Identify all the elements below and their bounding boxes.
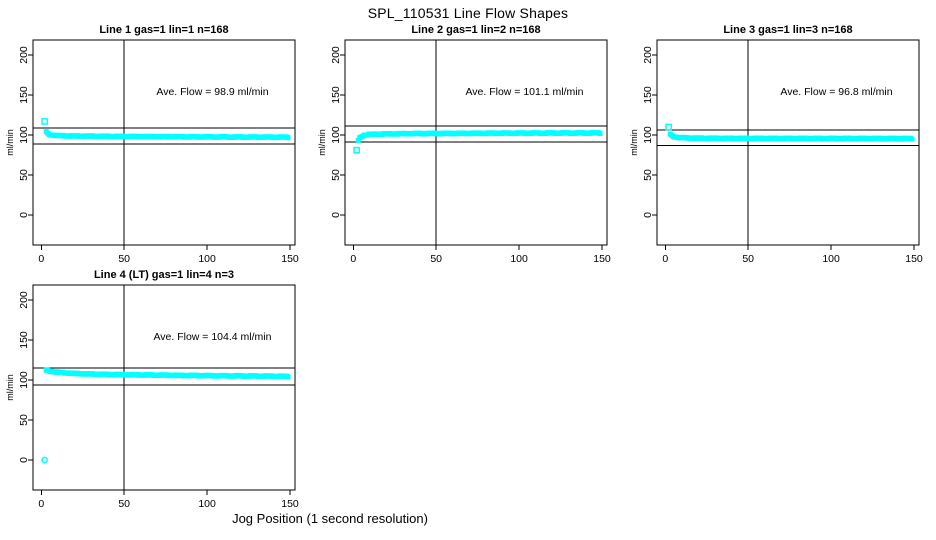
plot-box bbox=[656, 39, 920, 246]
y-tick-label: 50 bbox=[642, 169, 654, 181]
y-axis-label: ml/min bbox=[5, 129, 15, 156]
x-tick-label: 100 bbox=[198, 253, 216, 265]
outlier-marker bbox=[353, 146, 360, 154]
y-tick-label: 100 bbox=[642, 126, 654, 144]
x-tick-label: 150 bbox=[905, 253, 923, 265]
x-tick-label: 50 bbox=[118, 253, 130, 265]
outlier-marker bbox=[41, 456, 48, 464]
ave-flow-annotation: Ave. Flow = 104.4 ml/min bbox=[153, 331, 271, 343]
subplot-3: 0 50 100 150 0 50 100 150 200 ml/min Line 3 gas=1 … bbox=[629, 24, 923, 265]
flow-marker bbox=[909, 136, 915, 142]
x-tick-label: 100 bbox=[822, 253, 840, 265]
y-tick-label: 50 bbox=[330, 169, 342, 181]
subplot-1: 0 50 100 150 0 50 100 150 200 ml/min Line 1 gas=1 … bbox=[5, 24, 299, 265]
x-tick-label: 0 bbox=[350, 253, 356, 265]
figure-title: SPL_110531 Line Flow Shapes bbox=[367, 5, 569, 21]
subplot-title: Line 3 gas=1 lin=3 n=168 bbox=[723, 24, 852, 36]
x-tick-label: 50 bbox=[118, 498, 130, 510]
x-tick-label: 50 bbox=[430, 253, 442, 265]
x-tick-label: 150 bbox=[281, 253, 299, 265]
plot-box bbox=[32, 284, 296, 491]
ave-flow-annotation: Ave. Flow = 101.1 ml/min bbox=[465, 86, 583, 98]
y-tick-label: 50 bbox=[18, 169, 30, 181]
flow-marker bbox=[285, 135, 291, 141]
y-tick-label: 150 bbox=[18, 86, 30, 104]
y-tick-label: 0 bbox=[18, 212, 30, 218]
x-tick-label: 0 bbox=[38, 498, 44, 510]
outlier-marker bbox=[41, 118, 48, 125]
x-tick-label: 0 bbox=[38, 253, 44, 265]
ave-flow-annotation: Ave. Flow = 96.8 ml/min bbox=[780, 86, 892, 98]
x-tick-label: 150 bbox=[593, 253, 611, 265]
y-tick-label: 100 bbox=[18, 371, 30, 389]
y-axis-label: ml/min bbox=[5, 374, 15, 401]
flow-marker bbox=[285, 374, 291, 380]
y-tick-label: 0 bbox=[330, 212, 342, 218]
outlier-marker bbox=[665, 123, 672, 131]
y-tick-label: 100 bbox=[330, 126, 342, 144]
y-tick-label: 150 bbox=[330, 86, 342, 104]
y-axis-label: ml/min bbox=[629, 129, 639, 156]
figure-x-axis-label: Jog Position (1 second resolution) bbox=[232, 511, 428, 526]
x-tick-label: 100 bbox=[510, 253, 528, 265]
ave-flow-annotation: Ave. Flow = 98.9 ml/min bbox=[156, 86, 268, 98]
plot-box bbox=[32, 39, 296, 246]
subplot-2: 0 50 100 150 0 50 100 150 200 ml/min Line 2 gas=1 … bbox=[317, 24, 611, 265]
subplot-title: Line 4 (LT) gas=1 lin=4 n=3 bbox=[94, 269, 234, 281]
y-tick-label: 200 bbox=[18, 291, 30, 309]
y-tick-label: 50 bbox=[18, 414, 30, 426]
x-tick-label: 0 bbox=[662, 253, 668, 265]
subplot-title: Line 2 gas=1 lin=2 n=168 bbox=[411, 24, 540, 36]
y-tick-label: 100 bbox=[18, 126, 30, 144]
y-tick-label: 150 bbox=[18, 331, 30, 349]
y-axis-label: ml/min bbox=[317, 129, 327, 156]
subplot-title: Line 1 gas=1 lin=1 n=168 bbox=[99, 24, 228, 36]
x-tick-label: 50 bbox=[742, 253, 754, 265]
subplot-4: 0 50 100 150 0 50 100 150 200 ml/min Line 4 (LT) g… bbox=[5, 269, 299, 510]
x-tick-label: 150 bbox=[281, 498, 299, 510]
y-tick-label: 150 bbox=[642, 86, 654, 104]
y-tick-label: 200 bbox=[330, 46, 342, 64]
y-tick-label: 200 bbox=[642, 46, 654, 64]
x-tick-label: 100 bbox=[198, 498, 216, 510]
flow-marker bbox=[597, 131, 603, 137]
y-tick-label: 200 bbox=[18, 46, 30, 64]
y-tick-label: 0 bbox=[18, 457, 30, 463]
y-tick-label: 0 bbox=[642, 212, 654, 218]
